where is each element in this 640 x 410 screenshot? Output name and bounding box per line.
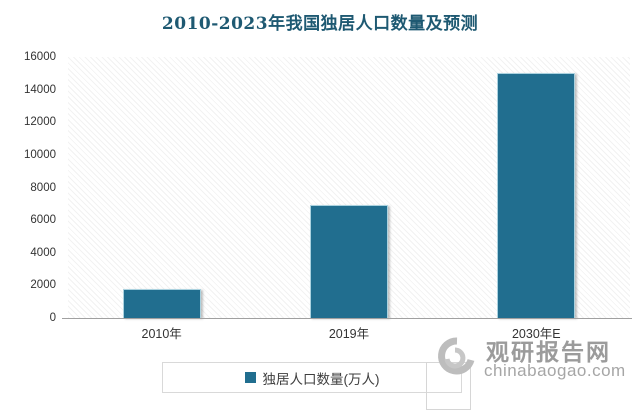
- y-tick-label: 16000: [24, 51, 56, 63]
- y-tick-label: 6000: [30, 214, 56, 227]
- legend-label: 独居人口数量(万人): [262, 371, 380, 387]
- y-tick-label: 4000: [30, 246, 56, 259]
- bar-cell: [68, 57, 255, 318]
- y-tick-label: 8000: [30, 181, 56, 194]
- legend: 独居人口数量(万人): [162, 362, 462, 393]
- x-tick-label: 2019年: [328, 327, 370, 341]
- chart-title: 2010-2023年我国独居人口数量及预测: [161, 14, 479, 34]
- bar-2019: [309, 205, 388, 318]
- swirl-logo-icon: [438, 337, 475, 375]
- y-tick-label: 12000: [24, 116, 56, 129]
- y-tick-label: 10000: [24, 148, 56, 161]
- x-tick-label: 2010年: [141, 327, 182, 341]
- bar-cell: [443, 57, 630, 318]
- y-tick-label: 2000: [30, 279, 56, 292]
- bar-2010: [122, 288, 201, 318]
- x-axis-line: [62, 318, 632, 319]
- y-axis: 0 2000 4000 6000 8000 10000 12000 14000 …: [0, 51, 62, 324]
- x-axis: 2010年 2019年 2030年E: [68, 323, 630, 342]
- legend-swatch-icon: [244, 372, 256, 383]
- bar-2030e: [497, 73, 576, 318]
- x-tick-label: 2030年E: [511, 327, 561, 341]
- watermark-brand-text: 观研报告网: [486, 339, 611, 365]
- bar-cell: [255, 57, 442, 318]
- y-tick-label: 14000: [24, 83, 56, 96]
- watermark-domain-text: chinabaogao.com: [484, 361, 626, 380]
- plot-area: [68, 57, 630, 318]
- y-tick-label: 0: [49, 312, 56, 324]
- watermark: 观研报告网 chinabaogao.com: [424, 335, 640, 410]
